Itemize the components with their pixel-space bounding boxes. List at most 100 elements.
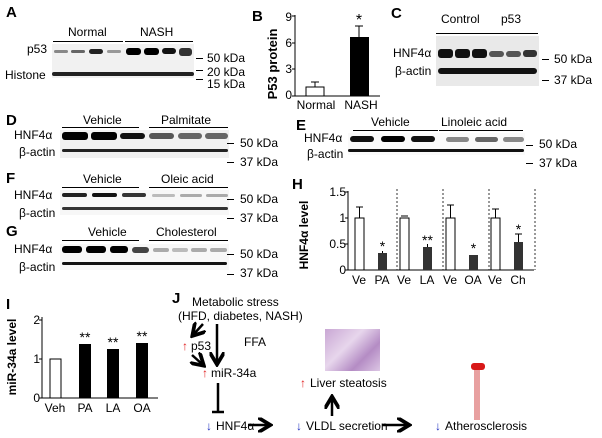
- down-arrow-icon: ↓: [206, 419, 212, 433]
- panel-label-a: A: [6, 4, 17, 21]
- panel-label-j: J: [172, 290, 181, 307]
- group-label-vehicle-d: Vehicle: [83, 113, 122, 127]
- svg-text:6: 6: [285, 36, 292, 50]
- liver-steatosis-node: Liver steatosis: [310, 376, 387, 390]
- chart-i-mir34a-level: miR-34a level 0 1 2 ** ** ** Veh PA LA OA: [5, 313, 158, 415]
- row-label-beta-actin-f: β-actin: [19, 206, 56, 220]
- marker-37kda-d: 37 kDa: [240, 155, 279, 169]
- liver-histology-image: [325, 329, 380, 371]
- ffa-label: FFA: [244, 335, 267, 349]
- down-arrow-icon: ↓: [296, 419, 302, 433]
- row-label-hnf4a-f: HNF4α: [14, 188, 53, 202]
- group-label-nash: NASH: [140, 25, 174, 39]
- marker-37kda-c: 37 kDa: [554, 73, 593, 87]
- svg-text:miR-34a level: miR-34a level: [5, 319, 19, 396]
- marker-37kda-e: 37 kDa: [539, 156, 578, 170]
- marker-50kda-d: 50 kDa: [240, 136, 279, 150]
- svg-text:PA: PA: [77, 401, 92, 415]
- up-arrow-icon: ↑: [202, 366, 208, 380]
- atherosclerosis-node: Atherosclerosis: [445, 419, 528, 433]
- svg-text:*: *: [356, 12, 362, 29]
- svg-text:**: **: [108, 334, 119, 350]
- svg-text:0: 0: [285, 88, 292, 102]
- svg-text:3: 3: [285, 62, 292, 76]
- mir34a-node: miR-34a: [211, 366, 257, 380]
- svg-text:Ve: Ve: [397, 273, 411, 287]
- svg-text:P53 protein: P53 protein: [265, 29, 280, 100]
- marker-37kda-f: 37 kDa: [240, 211, 279, 225]
- marker-50kda-g: 50 kDa: [240, 247, 279, 261]
- svg-text:Ve: Ve: [488, 273, 502, 287]
- svg-text:2: 2: [33, 313, 40, 327]
- panel-label-e: E: [296, 117, 307, 134]
- marker-15kda: 15 kDa: [207, 77, 246, 91]
- panel-label-h: H: [292, 176, 303, 193]
- svg-text:1: 1: [339, 211, 346, 225]
- panel-label-c: C: [391, 5, 402, 22]
- svg-text:1: 1: [33, 352, 40, 366]
- western-blot-g: [60, 244, 229, 270]
- svg-text:*: *: [471, 240, 477, 256]
- svg-text:Normal: Normal: [297, 98, 336, 110]
- row-label-beta-actin-e: β-actin: [307, 147, 344, 161]
- marker-37kda-g: 37 kDa: [240, 266, 279, 280]
- group-label-control: Control: [441, 12, 480, 26]
- metabolic-stress-label: Metabolic stress: [192, 295, 279, 309]
- svg-text:*: *: [380, 238, 386, 254]
- chart-h-hnf4a-level: HNF4α level 0 0.5 1 1.5 * ** * * Ve PA Ve LA V…: [297, 185, 536, 287]
- svg-text:OA: OA: [464, 273, 481, 287]
- svg-text:Veh: Veh: [45, 401, 66, 415]
- marker-50kda-e: 50 kDa: [539, 137, 578, 151]
- svg-text:Ve: Ve: [443, 273, 457, 287]
- up-arrow-icon: ↑: [182, 339, 188, 353]
- panel-label-f: F: [6, 170, 16, 187]
- vldl-secretion-node: VLDL secretion: [306, 419, 388, 433]
- svg-text:*: *: [516, 221, 522, 237]
- row-label-beta-actin-c: β-actin: [395, 64, 432, 78]
- row-label-hnf4a-d: HNF4α: [14, 128, 53, 142]
- panel-label-b: B: [252, 8, 263, 25]
- svg-text:Ve: Ve: [352, 273, 366, 287]
- group-label-vehicle-e: Vehicle: [371, 115, 410, 129]
- panel-label-d: D: [6, 112, 17, 129]
- group-label-cholesterol: Cholesterol: [156, 225, 217, 239]
- western-blot-f: [60, 190, 229, 215]
- svg-text:0: 0: [33, 391, 40, 405]
- svg-text:OA: OA: [133, 401, 150, 415]
- marker-20kda: 20 kDa: [207, 65, 246, 79]
- svg-text:HNF4α level: HNF4α level: [297, 201, 311, 270]
- row-label-hnf4a-g: HNF4α: [14, 242, 53, 256]
- svg-text:NASH: NASH: [344, 98, 377, 110]
- svg-text:PA: PA: [374, 273, 389, 287]
- row-label-beta-actin-d: β-actin: [19, 145, 56, 159]
- western-blot-e: [348, 133, 525, 155]
- svg-text:9: 9: [285, 10, 292, 24]
- panel-label-g: G: [6, 223, 18, 240]
- svg-text:**: **: [80, 329, 91, 345]
- row-label-beta-actin-g: β-actin: [19, 260, 56, 274]
- svg-text:1.5: 1.5: [329, 185, 346, 199]
- up-arrow-icon: ↑: [300, 376, 306, 390]
- group-label-vehicle-f: Vehicle: [83, 172, 122, 186]
- group-label-vehicle-g: Vehicle: [88, 225, 127, 239]
- hnf4a-node: HNF4α: [216, 419, 255, 433]
- group-label-p53: p53: [501, 12, 522, 26]
- row-label-histone: Histone: [5, 68, 46, 82]
- svg-text:Ch: Ch: [510, 273, 525, 287]
- group-label-normal: Normal: [68, 25, 107, 39]
- western-blot-c: [436, 36, 539, 86]
- panel-label-i: I: [6, 296, 11, 313]
- aorta-image: [474, 366, 480, 420]
- row-label-hnf4a-e: HNF4α: [304, 131, 343, 145]
- chart-b-p53-protein: P53 protein 0 3 6 9 * Normal NASH: [265, 10, 380, 110]
- down-arrow-icon: ↓: [435, 419, 441, 433]
- group-label-palmitate: Palmitate: [161, 113, 212, 127]
- group-label-oleic-acid: Oleic acid: [161, 172, 214, 186]
- svg-text:LA: LA: [420, 273, 435, 287]
- row-label-hnf4a-c: HNF4α: [393, 46, 432, 60]
- row-label-p53: p53: [27, 42, 48, 56]
- svg-text:0.5: 0.5: [329, 237, 346, 251]
- svg-text:**: **: [422, 232, 433, 248]
- metabolic-stress-causes: (HFD, diabetes, NASH): [178, 309, 303, 323]
- p53-node: p53: [191, 339, 212, 353]
